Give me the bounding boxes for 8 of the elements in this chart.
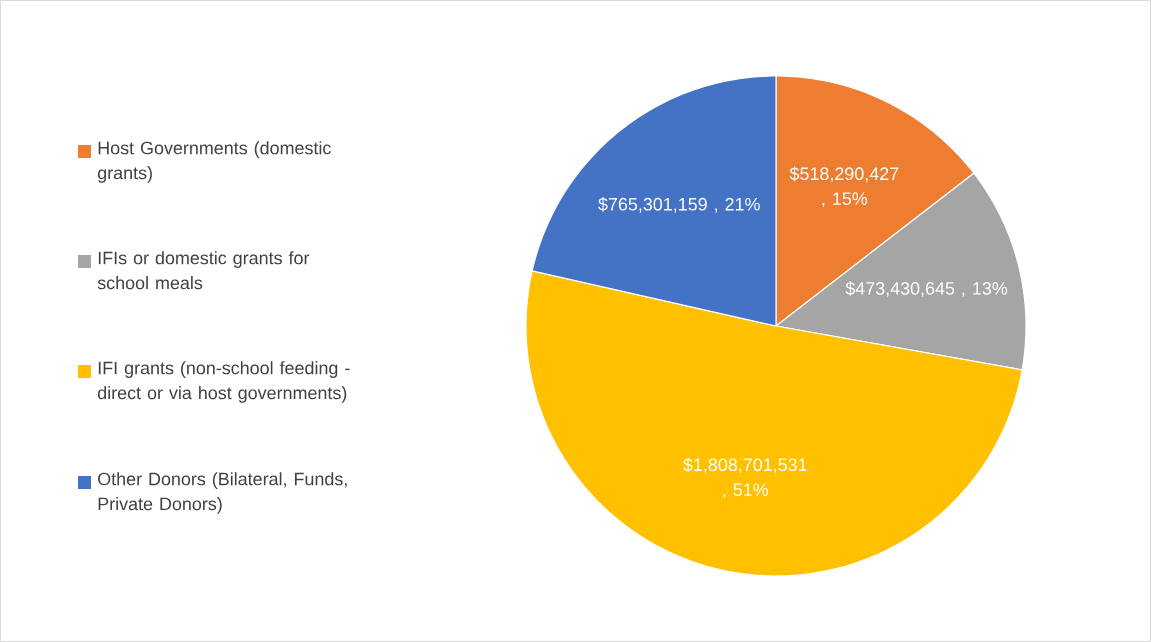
data-label: $765,301,159 , 21% [598,197,760,213]
legend-label: Host Governments (domestic grants) [97,141,331,183]
data-label: $1,808,701,531 , 51% [683,457,807,499]
legend-label: IFIs or domestic grants for school meals [97,251,310,290]
legend-label: Other Donors (Bilateral, Funds, Private Donors) [98,472,347,514]
data-label: $473,430,645 , 13% [845,281,1008,297]
legend-label: IFI grants (non-school feeding - direct or via host governments) [97,361,350,403]
data-label: $518,290,427 , 15% [789,166,899,208]
